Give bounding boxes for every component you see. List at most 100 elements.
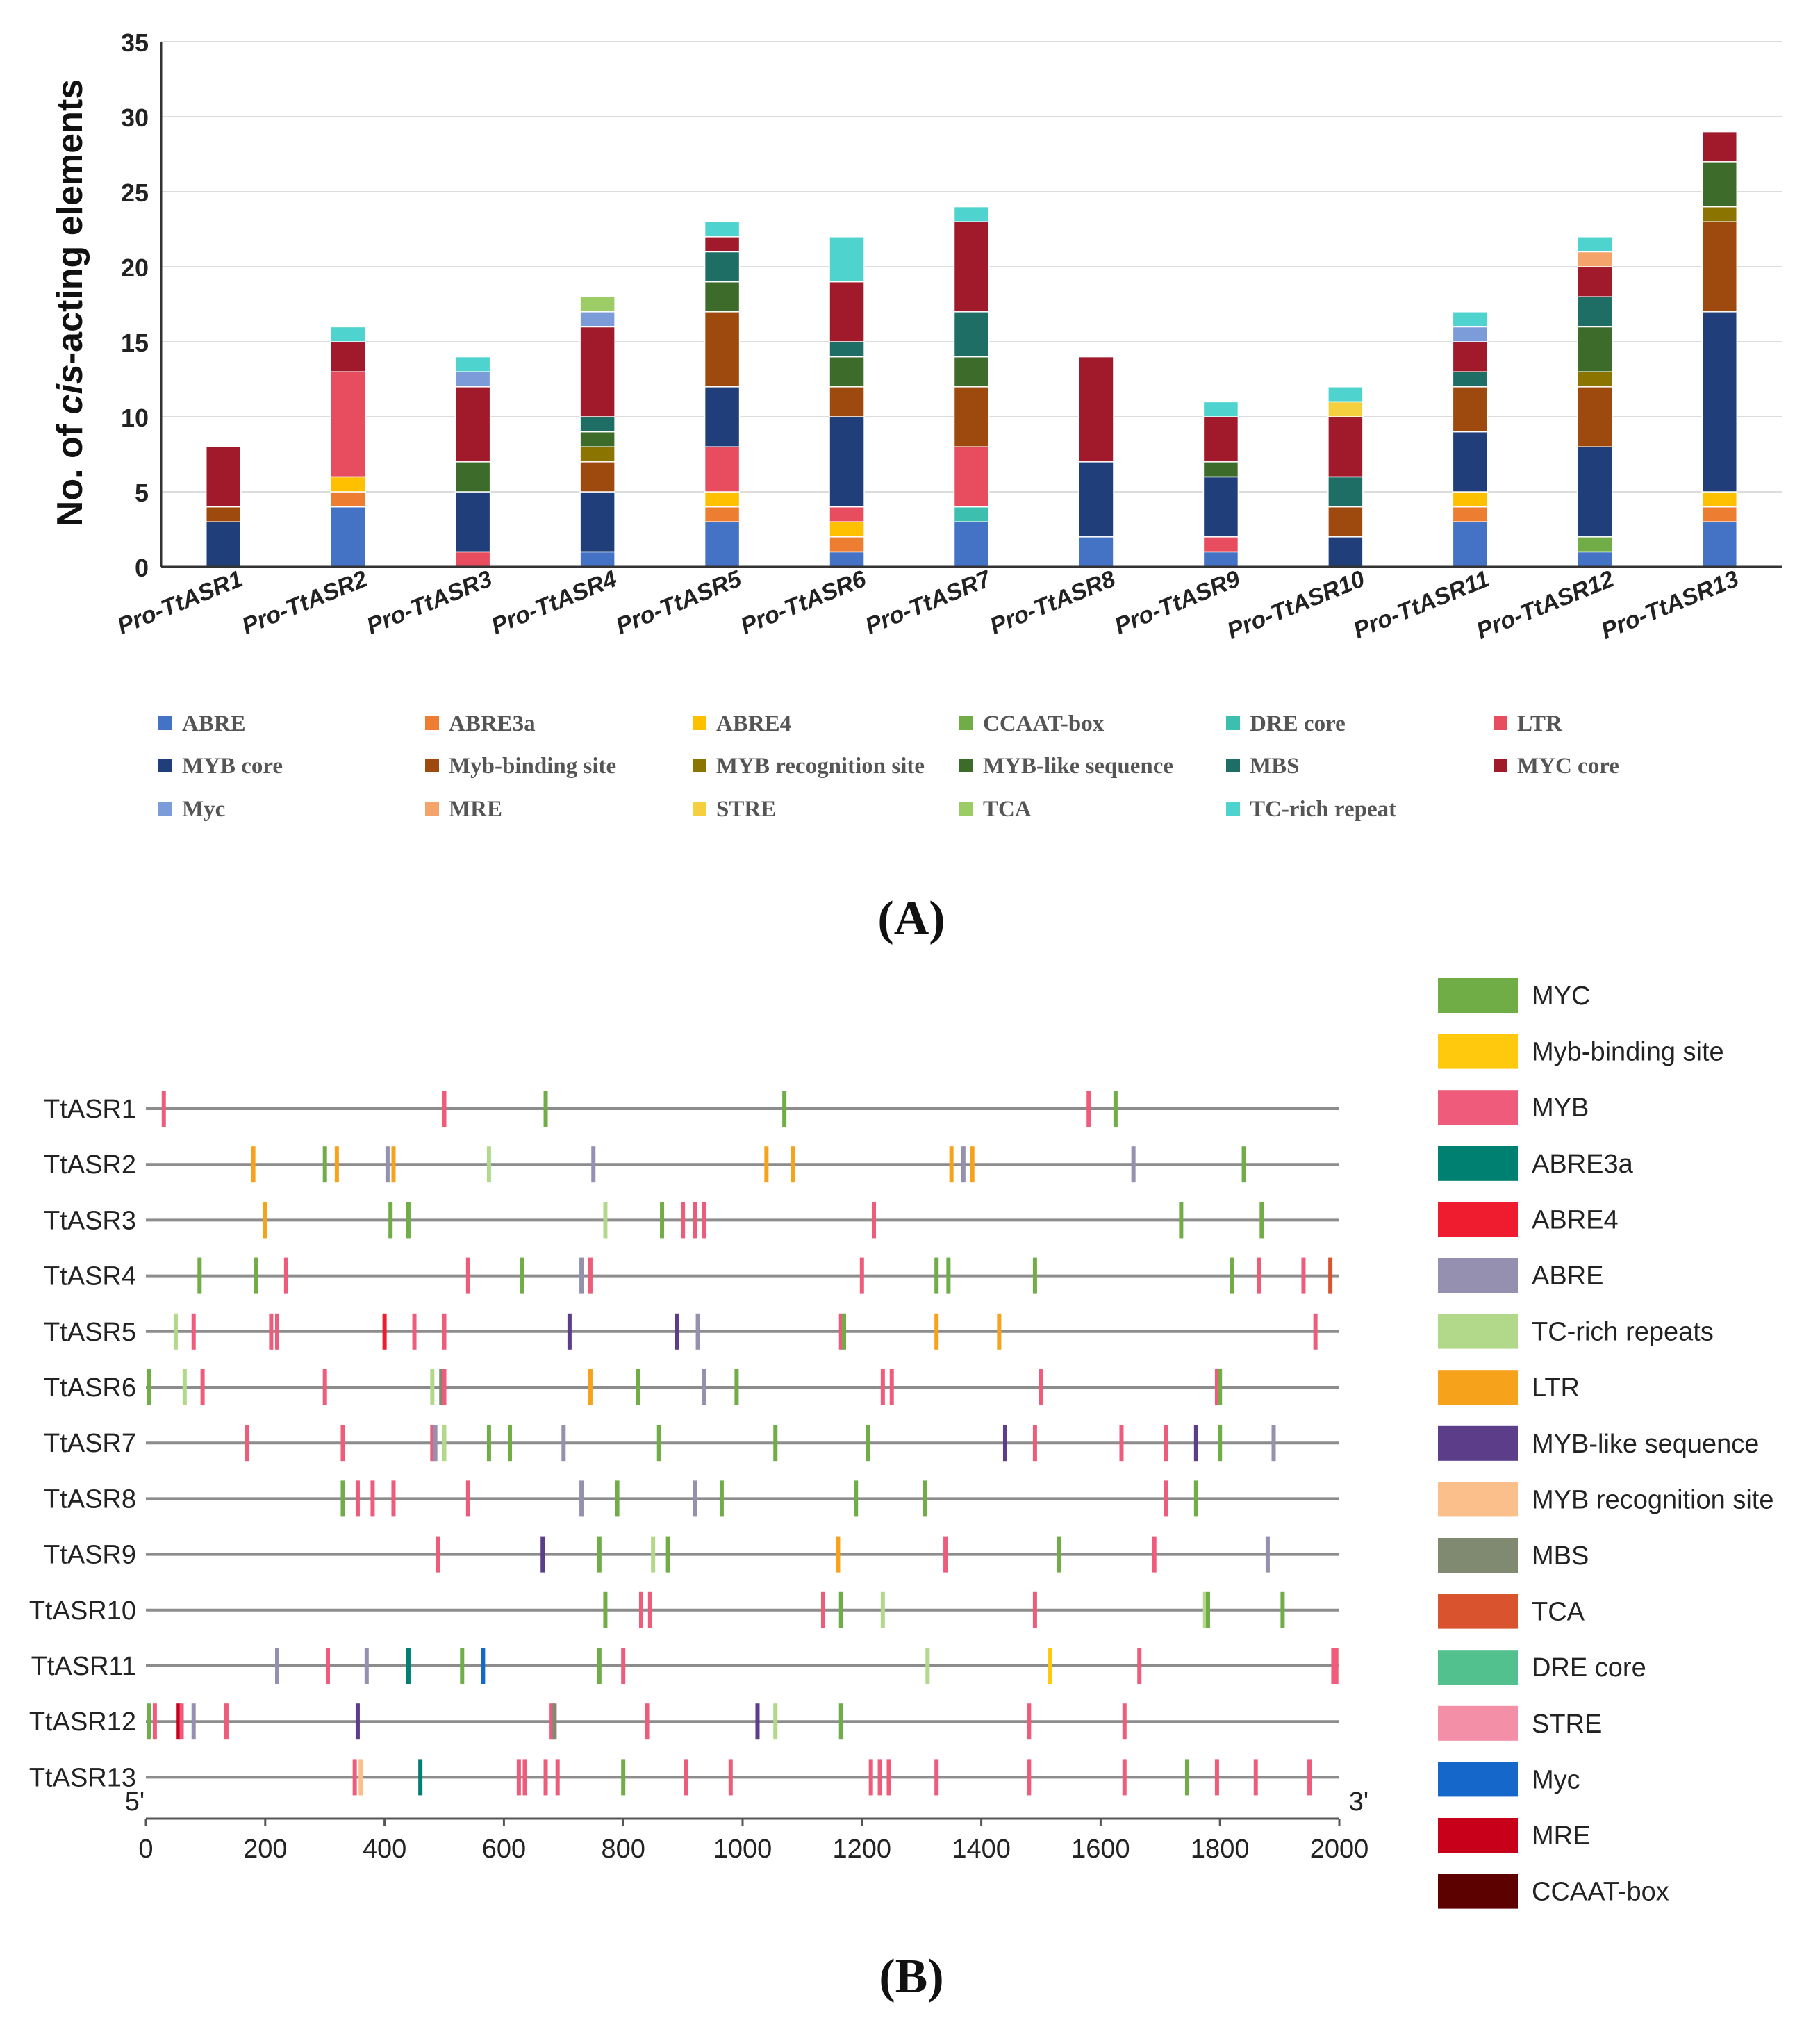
bar-segment xyxy=(1701,311,1738,493)
legend-item: CCAAT-box xyxy=(959,711,1105,736)
bar-stack xyxy=(953,206,990,568)
legend-item: Myb-binding site xyxy=(425,754,616,779)
legend-label: MYB-like sequence xyxy=(983,754,1173,779)
element-mark xyxy=(1122,1703,1127,1740)
element-mark xyxy=(1152,1536,1157,1573)
legend-swatch xyxy=(425,716,439,730)
bar-segment xyxy=(1327,401,1364,417)
x-tick-label: Pro-TtASR10 xyxy=(1223,565,1368,645)
legend-item: MBS xyxy=(1226,754,1300,779)
element-mark xyxy=(970,1146,975,1183)
bar-segment xyxy=(829,416,865,508)
element-mark xyxy=(925,1648,930,1684)
element-mark xyxy=(877,1759,882,1796)
bar-segment xyxy=(1202,416,1239,463)
bar-segment xyxy=(454,356,491,372)
element-mark xyxy=(838,1313,843,1350)
legend-item: TC-rich repeat xyxy=(1226,797,1396,822)
element-mark xyxy=(436,1536,440,1573)
element-mark xyxy=(442,1369,447,1405)
bar-stack xyxy=(1078,356,1114,568)
element-mark xyxy=(430,1425,435,1462)
element-mark xyxy=(1113,1091,1118,1127)
track-label: TtASR6 xyxy=(44,1373,136,1403)
element-mark xyxy=(1218,1425,1223,1462)
track-label: TtASR5 xyxy=(44,1318,136,1347)
element-mark xyxy=(621,1759,626,1796)
track-label: TtASR2 xyxy=(44,1150,136,1180)
element-mark xyxy=(191,1703,196,1740)
bar-stack xyxy=(205,446,242,568)
x-tick-label: 200 xyxy=(243,1835,287,1864)
element-mark xyxy=(949,1146,954,1183)
element-mark xyxy=(251,1146,256,1183)
bar-segment xyxy=(1327,386,1364,403)
element-mark xyxy=(1039,1369,1043,1405)
track: TtASR13 xyxy=(29,1759,1339,1796)
legend-label: MYB-like sequence xyxy=(1532,1430,1759,1459)
element-mark xyxy=(838,1591,843,1628)
bar-segment xyxy=(704,221,741,238)
legend-swatch xyxy=(1438,1538,1518,1573)
track-label: TtASR11 xyxy=(31,1652,136,1681)
bar-segment xyxy=(1327,536,1364,568)
element-mark xyxy=(755,1703,760,1740)
element-mark xyxy=(922,1480,927,1517)
element-mark xyxy=(684,1759,688,1796)
bar-segment xyxy=(829,521,865,538)
element-mark xyxy=(274,1313,279,1350)
element-mark xyxy=(597,1648,602,1684)
element-mark xyxy=(1164,1480,1168,1517)
element-mark xyxy=(615,1480,620,1517)
bar-segment xyxy=(1202,551,1239,568)
element-mark xyxy=(734,1369,739,1405)
legend-swatch xyxy=(425,759,439,772)
element-mark xyxy=(1193,1425,1198,1462)
element-mark xyxy=(773,1425,778,1462)
legend-label: MYB recognition site xyxy=(716,754,925,779)
element-mark xyxy=(719,1480,724,1517)
legend-label: MYB core xyxy=(182,754,283,779)
y-tick-label: 35 xyxy=(121,28,149,57)
bar-segment xyxy=(330,326,366,342)
x-tick-label: Pro-TtASR11 xyxy=(1350,565,1493,644)
legend-item: ABRE3a xyxy=(425,711,536,736)
legend-label: Myb-binding site xyxy=(449,754,616,779)
element-mark xyxy=(1257,1257,1261,1294)
element-mark xyxy=(1280,1591,1285,1628)
legend-item: ABRE3a xyxy=(1438,1146,1634,1181)
element-mark xyxy=(1122,1759,1127,1796)
y-tick-labels: 0 5 10 15 20 25 30 35 xyxy=(121,28,149,582)
element-mark xyxy=(695,1313,700,1350)
element-mark xyxy=(1214,1369,1219,1405)
bar-segment xyxy=(829,386,865,417)
bar-segment xyxy=(579,446,615,463)
bar-segment xyxy=(1452,341,1489,372)
element-mark xyxy=(838,1703,843,1740)
legend-label: MBS xyxy=(1532,1541,1589,1571)
element-mark xyxy=(561,1425,566,1462)
legend-label: MBS xyxy=(1250,754,1300,779)
element-mark xyxy=(191,1313,196,1350)
element-mark xyxy=(182,1369,187,1405)
element-mark xyxy=(665,1536,670,1573)
bar-segment xyxy=(829,341,865,358)
legend-item: STRE xyxy=(1438,1705,1602,1741)
bar-segment xyxy=(1452,371,1489,388)
bar-segment xyxy=(579,296,615,313)
element-mark xyxy=(352,1759,357,1796)
y-tick-label: 25 xyxy=(121,179,149,207)
legend-label: ABRE xyxy=(182,711,246,736)
element-mark xyxy=(728,1759,733,1796)
legend-label: MYB xyxy=(1532,1093,1589,1123)
element-mark xyxy=(647,1591,652,1628)
bar-segment xyxy=(1327,506,1364,538)
legend-item: MRE xyxy=(425,797,502,822)
bar-stack xyxy=(454,356,491,568)
element-mark xyxy=(1230,1257,1234,1294)
bar-segment xyxy=(1452,506,1489,522)
track-label: TtASR12 xyxy=(29,1708,136,1737)
track-label: TtASR1 xyxy=(44,1095,136,1124)
bar-segment xyxy=(704,251,741,283)
